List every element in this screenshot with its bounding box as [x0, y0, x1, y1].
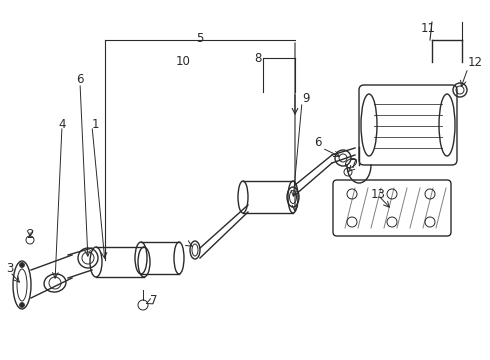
Circle shape: [20, 302, 25, 307]
Text: 6: 6: [315, 135, 322, 148]
Text: 13: 13: [370, 188, 386, 201]
Text: 7: 7: [350, 158, 358, 171]
Text: 6: 6: [76, 73, 84, 86]
Text: 2: 2: [26, 228, 34, 241]
Text: 1: 1: [92, 118, 99, 131]
Text: 4: 4: [58, 118, 66, 131]
Text: 11: 11: [420, 22, 436, 35]
Text: 10: 10: [175, 55, 191, 68]
Text: 7: 7: [150, 293, 157, 306]
Circle shape: [20, 262, 25, 267]
Text: 3: 3: [6, 261, 14, 274]
Text: 9: 9: [302, 92, 310, 105]
Text: 12: 12: [468, 55, 483, 68]
Text: 8: 8: [255, 52, 262, 65]
Text: 5: 5: [196, 32, 204, 45]
